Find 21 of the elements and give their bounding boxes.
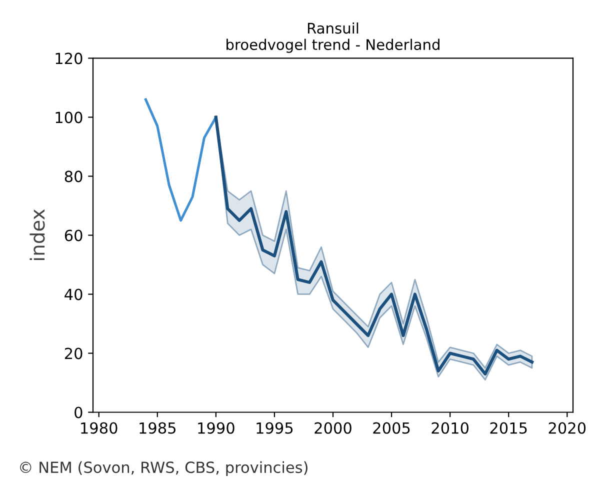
x-tick-label: 2005 — [373, 422, 410, 434]
y-axis-title: index — [30, 209, 45, 260]
y-tick-label: 0 — [74, 406, 82, 418]
x-tick-label: 1990 — [198, 422, 234, 434]
x-tick-label: 1985 — [140, 422, 176, 434]
x-tick-label: 1995 — [256, 422, 293, 434]
y-tick-label: 80 — [64, 170, 82, 182]
y-tick-label: 100 — [56, 112, 82, 124]
x-tick-label: 2000 — [314, 422, 352, 434]
line-series — [144, 98, 218, 222]
y-tick-label: 20 — [64, 348, 82, 360]
x-tick-label: 1980 — [81, 422, 118, 434]
x-tick-label: 2015 — [490, 422, 527, 434]
x-tick-label: 2020 — [548, 422, 586, 434]
chart-title: Ransuil — [308, 22, 358, 34]
y-tick-label: 40 — [64, 288, 82, 300]
y-tick-label: 120 — [56, 52, 82, 64]
y-tick-label: 60 — [64, 230, 82, 242]
chart-subtitle: broedvogel trend - Nederland — [226, 38, 440, 53]
text: © NEM (Sovon, RWS, CBS, provincies) — [20, 461, 308, 476]
x-tick-label: 2010 — [432, 422, 468, 434]
